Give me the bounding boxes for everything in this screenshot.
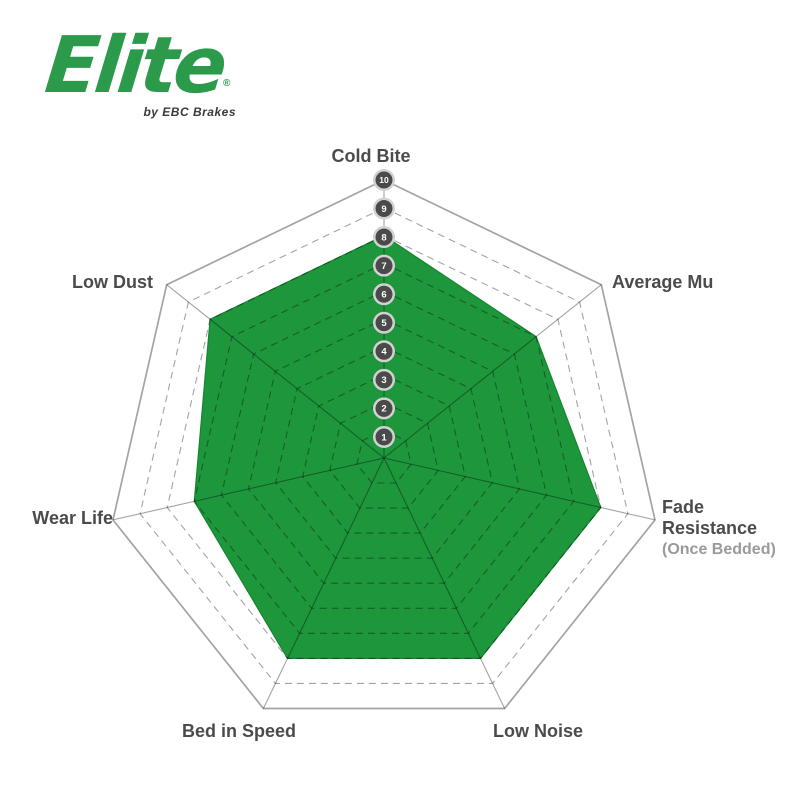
axis-label-fade-resistance: Fade Resistance (Once Bedded) <box>662 497 776 560</box>
axis-label-wear-life: Wear Life <box>32 508 113 528</box>
tick-label-1: 1 <box>381 432 387 443</box>
brand-logo: Elite® by EBC Brakes <box>41 21 244 119</box>
grid-ring-2 <box>329 401 439 509</box>
tick-badge <box>375 257 393 275</box>
tick-badge <box>375 285 393 303</box>
tick-label-4: 4 <box>381 347 387 358</box>
brand-tagline: by EBC Brakes <box>143 105 236 119</box>
grid-ring-4 <box>275 346 493 559</box>
fade-label-line2: Resistance <box>662 518 758 538</box>
tick-label-6: 6 <box>381 290 386 301</box>
tick-badge <box>375 399 393 417</box>
fade-label-line3: (Once Bedded) <box>662 541 776 558</box>
tick-badge <box>375 228 393 246</box>
tick-label-2: 2 <box>381 404 386 415</box>
tick-badge <box>375 371 393 389</box>
axis-label-average-mu: Average Mu <box>612 272 714 292</box>
tick-label-8: 8 <box>381 232 386 243</box>
axis-label-cold-bite: Cold Bite <box>331 146 411 166</box>
axis-spoke-5 <box>112 457 385 521</box>
axis-spoke-2 <box>383 457 656 521</box>
tick-badge <box>375 200 393 218</box>
data-polygon <box>193 234 602 660</box>
brand-row: Elite® <box>41 21 244 111</box>
grid-ring-5 <box>247 318 521 584</box>
grid-ring-6 <box>220 290 548 609</box>
tick-badge <box>375 428 393 446</box>
registered-trademark-icon: ® <box>222 78 231 89</box>
fade-label-line1: Fade <box>662 497 705 517</box>
tick-label-7: 7 <box>381 261 386 272</box>
grid-ring-3 <box>302 373 466 534</box>
tick-label-9: 9 <box>381 204 386 215</box>
tick-badge <box>375 171 393 189</box>
grid-ring-1 <box>356 429 412 484</box>
tick-badge <box>375 314 393 332</box>
axis-label-low-dust: Low Dust <box>72 272 153 292</box>
axis-spoke-4 <box>262 457 385 709</box>
grid-ring-outer <box>112 179 656 710</box>
grid-ring-9 <box>139 207 629 684</box>
axis-label-bed-in-speed: Bed in Speed <box>181 721 297 741</box>
axis-spoke-3 <box>383 457 506 709</box>
axis-label-low-noise: Low Noise <box>492 721 583 741</box>
tick-label-10: 10 <box>379 175 389 185</box>
axis-spoke-6 <box>166 284 385 459</box>
tick-label-5: 5 <box>381 318 387 329</box>
tick-badge <box>375 342 393 360</box>
tick-label-3: 3 <box>381 375 386 386</box>
grid-ring-8 <box>166 234 602 659</box>
axis-spoke-1 <box>383 284 602 459</box>
grid-ring-7 <box>193 262 575 634</box>
